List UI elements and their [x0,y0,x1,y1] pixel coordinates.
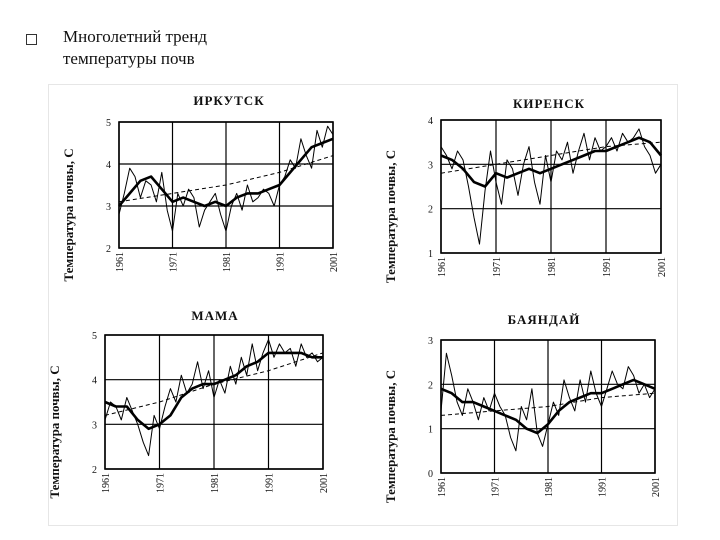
y-tick-label: 2 [106,244,111,255]
chart-title: КИРЕНСК [513,96,585,111]
chart-title: БАЯНДАЙ [508,312,581,327]
series-line-thin [440,128,662,245]
x-tick-label: 1981 [544,477,555,497]
y-tick-label: 2 [428,205,433,216]
bullet-marker [26,34,37,45]
y-tick-label: 0 [428,469,433,480]
x-tick-label: 1961 [115,252,126,272]
slide-title: Многолетний тренд температуры почв [63,26,363,70]
charts-figure: ИРКУТСК Температура почвы, С 2 3 4 5 1961 1971 1… [48,84,678,526]
plot-frame [440,119,662,254]
series-line-dashed [118,155,334,203]
y-axis-label: Температура почвы, С [61,148,76,281]
chart-3: МАМА Температура почвы, С 2 3 4 5 1961 1971 1981… [49,308,330,499]
y-axis-label: Температура почвы, С [49,365,62,498]
y-tick-label: 5 [92,331,97,342]
y-tick-label: 3 [106,202,111,213]
x-tick-label: 1991 [265,473,276,493]
x-tick-label: 1991 [602,257,613,277]
y-tick-label: 4 [92,376,97,387]
series-line-dashed [440,392,656,416]
plot-frame [118,121,334,249]
series-line-bold [440,136,663,188]
x-tick-label: 1971 [492,257,503,277]
x-tick-label: 1971 [156,473,167,493]
series-line-bold [118,137,334,208]
x-tick-label: 1961 [437,477,448,497]
y-axis-label: Температура почвы, С [383,150,398,283]
chart-title: ИРКУТСК [193,93,264,108]
y-tick-label: 2 [92,465,97,476]
y-tick-label: 1 [428,425,433,436]
chart-2: КИРЕНСК Температура почвы, С 1 2 3 4 1961 1971 1… [383,96,668,283]
x-tick-label: 2001 [319,473,330,493]
x-tick-label: 1981 [547,257,558,277]
x-tick-label: 2001 [329,252,340,272]
y-tick-label: 3 [92,420,97,431]
x-tick-label: 1991 [276,252,287,272]
y-axis-label: Температура почвы, С [383,370,398,503]
x-tick-label: 1981 [210,473,221,493]
slide-title-line-2: температуры почв [63,49,195,68]
charts-svg: ИРКУТСК Температура почвы, С 2 3 4 5 1961 1971 1… [49,93,668,503]
y-tick-label: 1 [428,249,433,260]
y-tick-label: 3 [428,336,433,347]
series-line-thin [104,339,324,457]
x-tick-label: 1991 [598,477,609,497]
x-tick-label: 1961 [437,257,448,277]
series-line-bold [440,378,656,435]
chart-1: ИРКУТСК Температура почвы, С 2 3 4 5 1961 1971 1… [61,93,340,282]
y-tick-label: 3 [428,160,433,171]
series-line-dashed [104,352,324,416]
slide-title-line-1: Многолетний тренд [63,27,207,46]
y-tick-label: 2 [428,380,433,391]
x-tick-label: 1971 [491,477,502,497]
x-tick-label: 2001 [657,257,668,277]
x-tick-label: 1981 [222,252,233,272]
y-tick-label: 4 [428,116,433,127]
chart-title: МАМА [191,308,238,323]
y-tick-label: 5 [106,118,111,129]
x-tick-label: 1971 [169,252,180,272]
chart-4: БАЯНДАЙ Температура почвы, С 0 1 2 3 1961 1971 1… [383,312,662,503]
series-line-dashed [440,141,662,174]
x-tick-label: 2001 [651,477,662,497]
y-tick-label: 4 [106,160,111,171]
x-tick-label: 1961 [101,473,112,493]
